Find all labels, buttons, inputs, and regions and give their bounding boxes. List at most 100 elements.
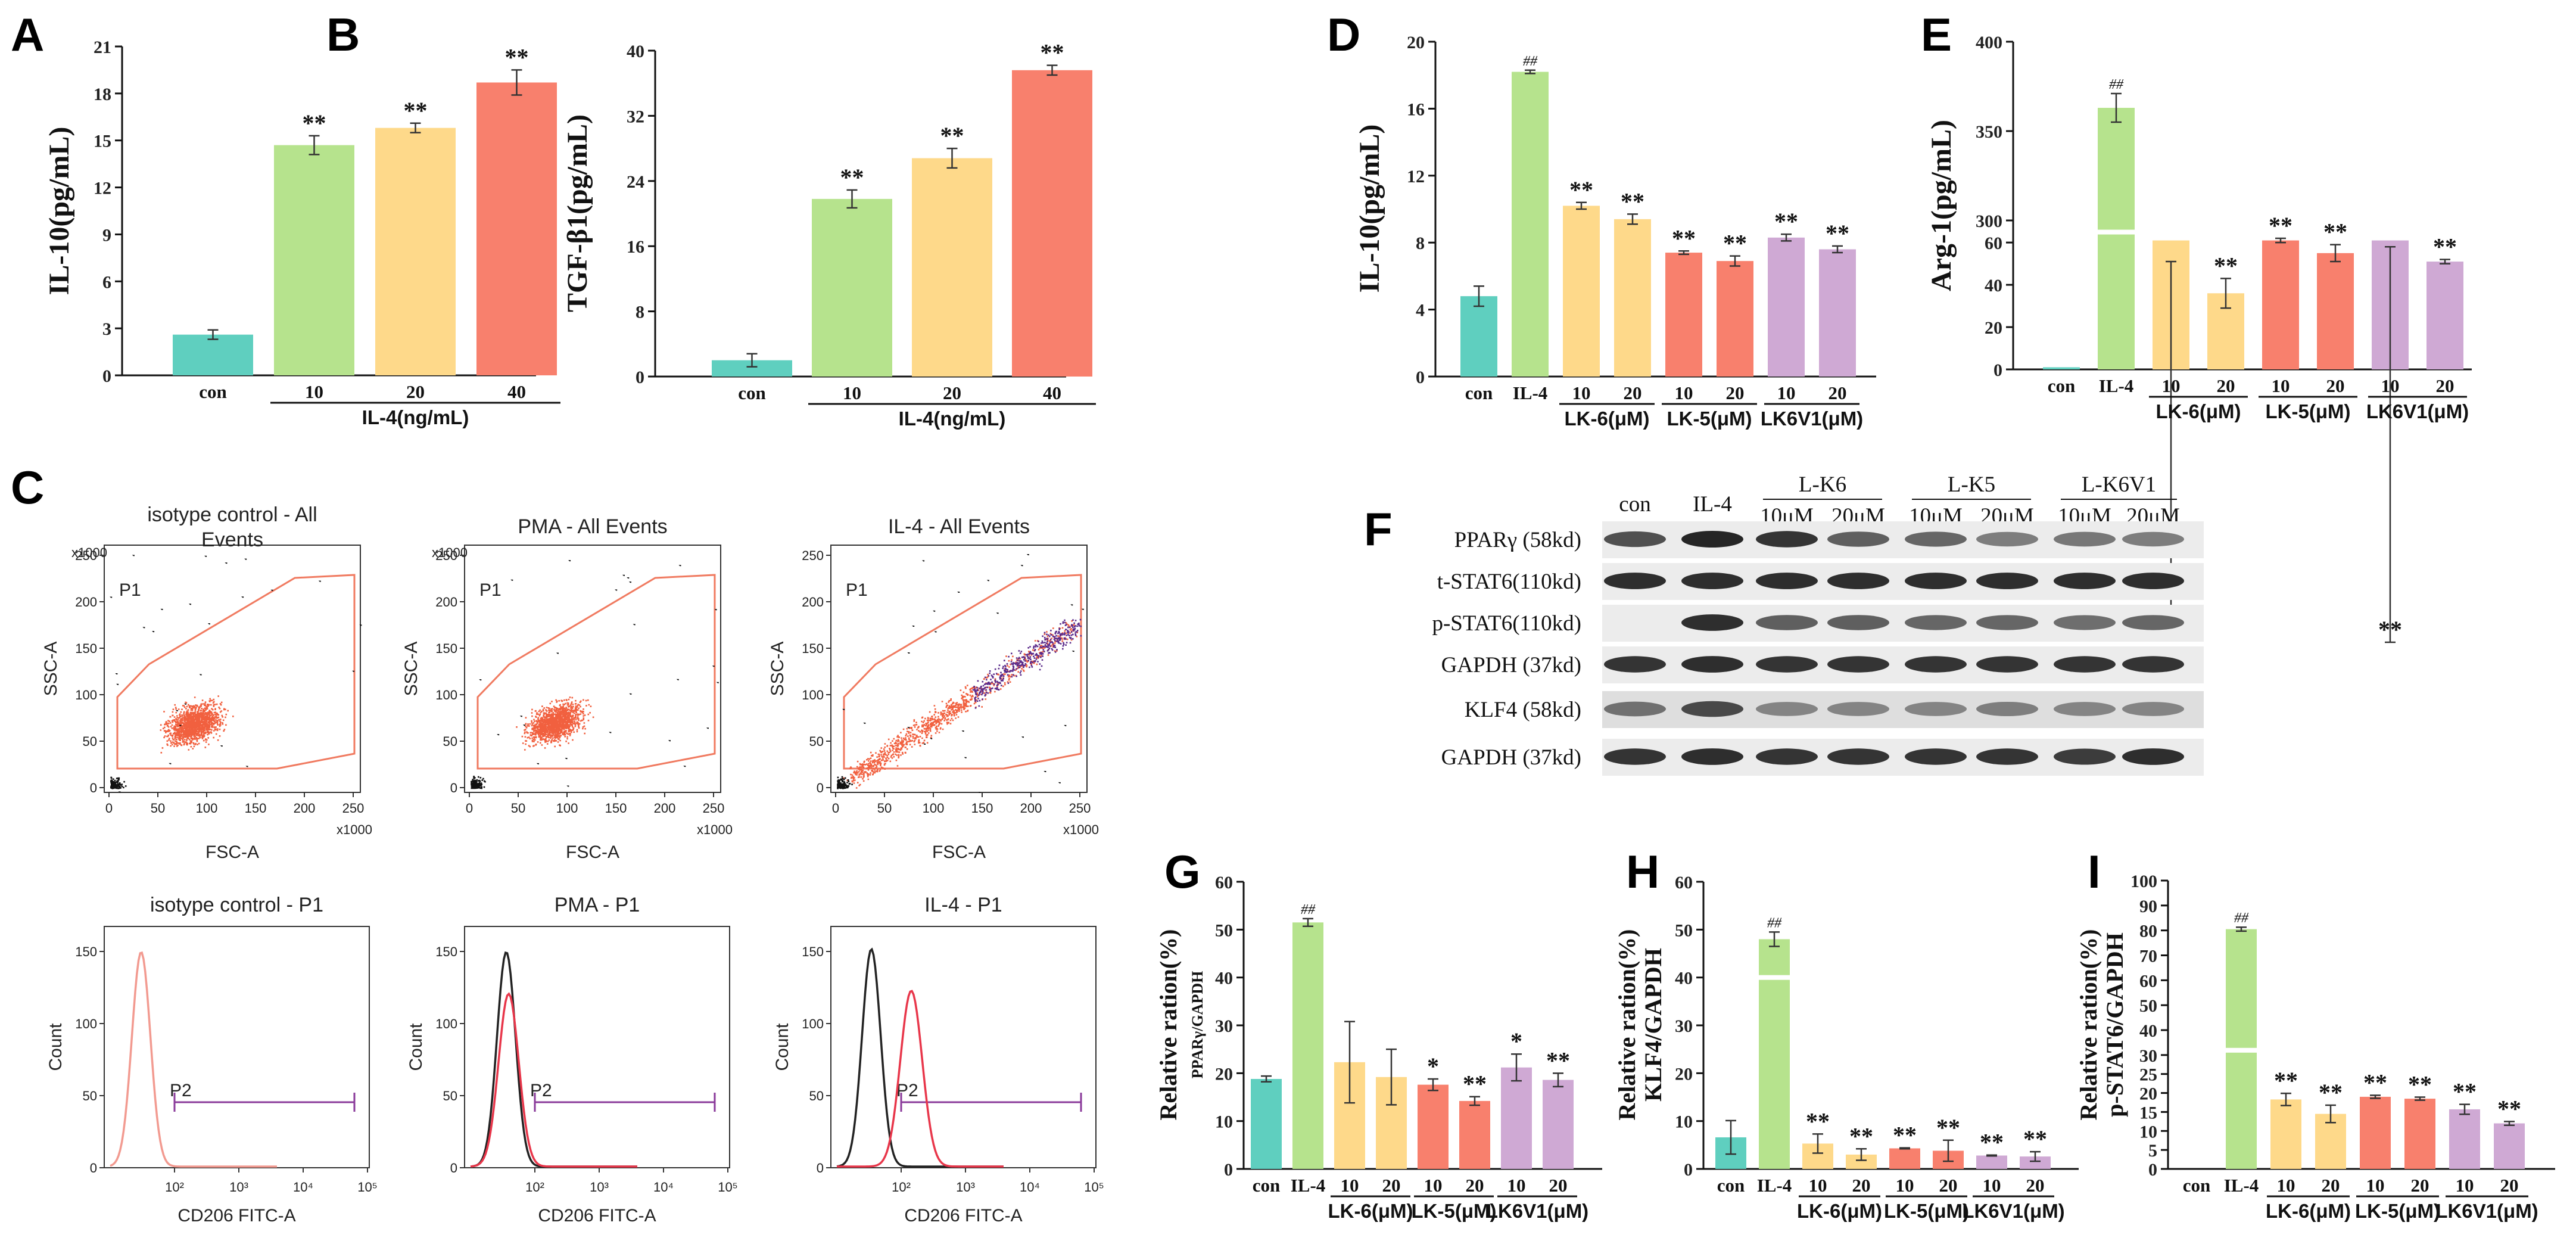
protein-band	[1905, 573, 1967, 589]
bar	[2449, 1109, 2480, 1169]
y-tick-label: 150	[75, 944, 97, 959]
chart-h: 0 10 20 30 40 50 60 Relative ration(%) KLF4/GAPD…	[1613, 873, 2079, 1222]
y-tick-label: 150	[75, 641, 97, 656]
category-label: 20	[2500, 1175, 2519, 1196]
protein-band	[1905, 531, 1967, 547]
y-tick-label: 100	[435, 688, 457, 702]
x-tick-label: 50	[511, 801, 525, 816]
x-tick-label: 200	[1020, 801, 1042, 816]
chart-d: 0 4 8 12 16 20 IL-10(pg/mL) con ## IL-4 ** 10 ** 20 **…	[1354, 33, 1876, 430]
y-tick-label: 250	[435, 548, 457, 563]
lane-group-label: L-K6	[1799, 472, 1846, 497]
bar	[2494, 1123, 2525, 1169]
x-tick-label: 10²	[892, 1180, 911, 1195]
y-tick-label: 0	[450, 1161, 457, 1175]
y-tick-label: 20	[1407, 33, 1425, 52]
bar	[2317, 253, 2354, 369]
scatter-xunit: x1000	[1063, 822, 1099, 837]
histogram-curve-control	[836, 947, 1004, 1168]
protein-band	[1604, 531, 1666, 548]
y-tick-label: 15	[2139, 1103, 2157, 1122]
lane-group-label: L-K5	[1948, 472, 1995, 497]
protein-band	[1756, 748, 1818, 765]
histogram-frame	[464, 926, 730, 1168]
scatter-events-black	[471, 560, 719, 789]
histogram-frame	[104, 926, 370, 1168]
y-tick-label: 30	[1675, 1016, 1693, 1036]
category-label: 20	[1852, 1175, 1871, 1196]
histogram-curve-sample	[470, 992, 637, 1168]
category-label: 10	[1896, 1175, 1914, 1196]
protein-band	[1681, 573, 1743, 589]
significance-mark: **	[2323, 219, 2347, 245]
y-tick-label: 50	[1215, 920, 1233, 940]
protein-band	[1976, 573, 2038, 589]
category-label: 10	[305, 381, 323, 402]
x-tick-label: 10²	[165, 1180, 184, 1195]
significance-mark: ##	[2109, 77, 2124, 92]
y-axis-subtitle: PPARγ/GAPDH	[1189, 971, 1206, 1079]
x-tick-label: 10⁵	[1084, 1180, 1104, 1195]
scatter-gate-label: P1	[119, 580, 141, 600]
histogram-title: isotype control - P1	[150, 894, 323, 916]
bar	[912, 158, 992, 377]
histogram-curve-isotype	[110, 951, 277, 1168]
protein-band	[1976, 656, 2038, 673]
panel-letter-g: G	[1164, 845, 1201, 898]
y-tick-label: 60	[2139, 971, 2157, 991]
y-tick-label: 32	[627, 107, 644, 126]
group-label: IL-4(ng/mL)	[362, 406, 469, 428]
y-tick-label: 3	[102, 319, 111, 339]
significance-mark: **	[1546, 1047, 1570, 1074]
significance-mark: **	[2453, 1078, 2477, 1105]
y-tick-label: 250	[75, 548, 97, 563]
y-tick-label: 150	[435, 641, 457, 656]
bar	[1614, 219, 1651, 377]
protein-band	[1756, 573, 1818, 589]
y-tick-label: 0	[90, 780, 97, 795]
bar	[1976, 1155, 2007, 1169]
scatter-yunit: x1000	[432, 545, 468, 560]
category-label: 20	[2026, 1175, 2045, 1196]
bar	[2404, 1099, 2435, 1169]
x-tick-label: 10³	[229, 1180, 248, 1195]
scatter-plot-2: PMA - All Events FSC-A SSC-A x1000 x1000 P1 0 5…	[401, 515, 733, 862]
significance-mark: ##	[2234, 910, 2249, 926]
category-label: con	[1253, 1175, 1281, 1196]
protein-band	[1976, 748, 2038, 765]
panel-letter-c: C	[11, 461, 44, 514]
scatter-events-purple	[972, 618, 1082, 709]
y-tick-label: 50	[83, 1088, 97, 1103]
category-label: con	[1717, 1175, 1745, 1196]
category-label: 20	[1726, 382, 1745, 403]
significance-mark: *	[1427, 1053, 1439, 1080]
category-label: 10	[1675, 382, 1693, 403]
protein-band	[1827, 573, 1889, 589]
protein-band	[2122, 656, 2184, 673]
histogram-ylabel: Count	[773, 1023, 792, 1071]
y-tick-label: 0	[1993, 360, 2002, 380]
x-tick-label: 100	[196, 801, 218, 816]
category-label: 20	[943, 382, 961, 403]
panel-letter-h: H	[1626, 845, 1659, 898]
y-axis-title: IL-10(pg/mL)	[1354, 125, 1385, 293]
scatter-title-line2: Events	[201, 528, 263, 551]
gate-p2-label: P2	[170, 1081, 192, 1100]
y-tick-label: 0	[817, 780, 824, 795]
y-tick-label: 50	[2139, 996, 2157, 1016]
scatter-frame	[464, 545, 721, 793]
significance-mark: **	[1621, 188, 1644, 214]
axis-break-mark	[1758, 975, 1791, 980]
protein-band	[1905, 702, 1967, 716]
y-tick-label: 50	[83, 734, 97, 749]
y-tick-label: 100	[435, 1016, 457, 1031]
category-label: 40	[507, 381, 526, 402]
histogram-xlabel: CD206 FITC-A	[538, 1206, 656, 1226]
significance-mark: **	[2319, 1079, 2343, 1106]
histogram-3: IL-4 - P1 CD206 FITC-A Count 0 50 100 150 10² 10…	[773, 894, 1104, 1226]
bar	[274, 145, 354, 375]
category-label: con	[738, 382, 766, 403]
category-label: con	[2048, 375, 2076, 396]
